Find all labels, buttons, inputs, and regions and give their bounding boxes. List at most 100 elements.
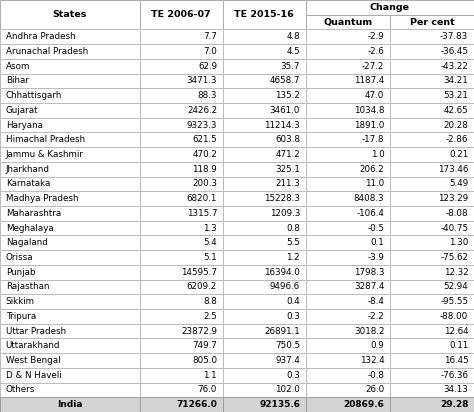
Bar bbox=[390, 206, 474, 221]
Text: 14595.7: 14595.7 bbox=[181, 268, 217, 277]
Bar bbox=[306, 191, 390, 206]
Text: 749.7: 749.7 bbox=[192, 341, 217, 350]
Bar bbox=[223, 338, 306, 353]
Text: Rajasthan: Rajasthan bbox=[6, 283, 49, 291]
Text: 71266.0: 71266.0 bbox=[176, 400, 217, 409]
Bar bbox=[306, 309, 390, 324]
Text: Punjab: Punjab bbox=[6, 268, 35, 277]
Bar bbox=[223, 280, 306, 294]
Bar bbox=[306, 338, 390, 353]
Text: -2.86: -2.86 bbox=[446, 135, 468, 144]
Bar bbox=[140, 177, 223, 191]
Text: 12.32: 12.32 bbox=[444, 268, 468, 277]
Bar bbox=[223, 235, 306, 250]
Bar bbox=[306, 147, 390, 162]
Bar bbox=[390, 88, 474, 103]
Text: 20.28: 20.28 bbox=[444, 121, 468, 129]
Bar bbox=[0, 397, 140, 412]
Bar bbox=[140, 132, 223, 147]
Bar bbox=[306, 397, 390, 412]
Bar bbox=[223, 309, 306, 324]
Bar bbox=[306, 88, 390, 103]
Bar bbox=[223, 103, 306, 118]
Bar bbox=[390, 103, 474, 118]
Text: 12.64: 12.64 bbox=[444, 327, 468, 335]
Text: 123.29: 123.29 bbox=[438, 194, 468, 203]
Bar bbox=[140, 324, 223, 338]
Bar bbox=[0, 353, 140, 368]
Bar bbox=[306, 235, 390, 250]
Bar bbox=[390, 397, 474, 412]
Text: Madhya Pradesh: Madhya Pradesh bbox=[6, 194, 78, 203]
Bar bbox=[0, 383, 140, 397]
Text: 11.0: 11.0 bbox=[365, 180, 384, 188]
Bar bbox=[0, 132, 140, 147]
Bar bbox=[223, 191, 306, 206]
Bar bbox=[306, 0, 474, 15]
Bar bbox=[140, 206, 223, 221]
Text: 1.30: 1.30 bbox=[449, 238, 468, 247]
Text: 1.3: 1.3 bbox=[203, 224, 217, 232]
Bar bbox=[140, 0, 223, 29]
Bar bbox=[0, 294, 140, 309]
Bar bbox=[390, 162, 474, 177]
Text: 5.1: 5.1 bbox=[203, 253, 217, 262]
Bar bbox=[223, 162, 306, 177]
Bar bbox=[223, 338, 306, 353]
Text: 7.7: 7.7 bbox=[203, 32, 217, 41]
Bar bbox=[390, 132, 474, 147]
Text: -75.62: -75.62 bbox=[440, 253, 468, 262]
Bar bbox=[223, 118, 306, 132]
Text: Haryana: Haryana bbox=[6, 121, 43, 129]
Bar bbox=[223, 74, 306, 88]
Bar bbox=[0, 309, 140, 324]
Text: Asom: Asom bbox=[6, 62, 30, 71]
Bar bbox=[140, 265, 223, 280]
Bar bbox=[223, 221, 306, 235]
Text: 34.21: 34.21 bbox=[444, 77, 468, 85]
Bar bbox=[223, 221, 306, 235]
Text: -106.4: -106.4 bbox=[356, 209, 384, 218]
Bar bbox=[140, 368, 223, 383]
Text: 470.2: 470.2 bbox=[192, 150, 217, 159]
Bar bbox=[140, 353, 223, 368]
Bar bbox=[140, 235, 223, 250]
Bar bbox=[0, 44, 140, 59]
Text: Jammu & Kashmir: Jammu & Kashmir bbox=[6, 150, 84, 159]
Bar bbox=[306, 235, 390, 250]
Bar bbox=[390, 191, 474, 206]
Text: 132.4: 132.4 bbox=[360, 356, 384, 365]
Bar bbox=[0, 221, 140, 235]
Bar bbox=[390, 280, 474, 294]
Text: Change: Change bbox=[370, 3, 410, 12]
Bar bbox=[140, 221, 223, 235]
Text: -0.8: -0.8 bbox=[367, 371, 384, 380]
Bar bbox=[306, 309, 390, 324]
Bar bbox=[0, 383, 140, 397]
Bar bbox=[0, 280, 140, 294]
Text: 34.13: 34.13 bbox=[444, 386, 468, 394]
Bar bbox=[0, 206, 140, 221]
Bar bbox=[390, 338, 474, 353]
Bar bbox=[306, 132, 390, 147]
Text: 206.2: 206.2 bbox=[360, 165, 384, 174]
Text: 0.4: 0.4 bbox=[286, 297, 300, 306]
Bar bbox=[140, 162, 223, 177]
Bar bbox=[390, 383, 474, 397]
Text: 4.8: 4.8 bbox=[286, 32, 300, 41]
Text: 5.49: 5.49 bbox=[449, 180, 468, 188]
Bar bbox=[223, 383, 306, 397]
Bar bbox=[390, 280, 474, 294]
Bar bbox=[223, 103, 306, 118]
Bar bbox=[140, 338, 223, 353]
Text: 805.0: 805.0 bbox=[192, 356, 217, 365]
Bar bbox=[140, 74, 223, 88]
Bar bbox=[140, 103, 223, 118]
Text: 52.94: 52.94 bbox=[444, 283, 468, 291]
Bar bbox=[306, 103, 390, 118]
Bar bbox=[140, 250, 223, 265]
Bar bbox=[390, 250, 474, 265]
Text: Meghalaya: Meghalaya bbox=[6, 224, 54, 232]
Bar bbox=[306, 177, 390, 191]
Bar bbox=[390, 324, 474, 338]
